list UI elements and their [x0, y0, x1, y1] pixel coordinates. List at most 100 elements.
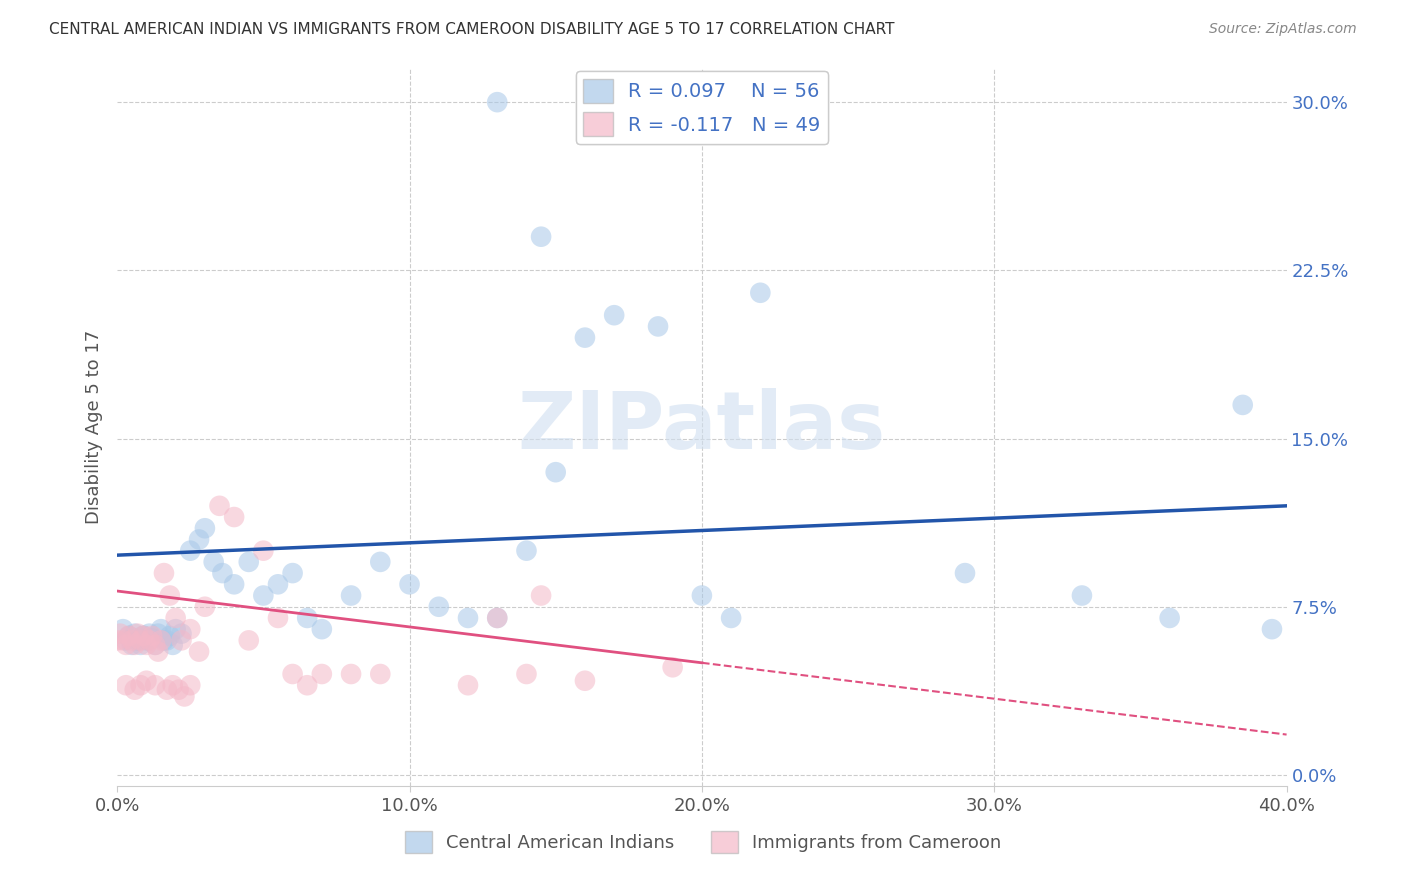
Point [720, 611, 742, 625]
Point [427, 599, 450, 614]
Point [1159, 611, 1181, 625]
Point [132, 629, 155, 643]
Point [194, 521, 217, 535]
Point [124, 682, 146, 697]
Point [749, 285, 772, 300]
Y-axis label: Disability Age 5 to 17: Disability Age 5 to 17 [86, 330, 103, 524]
Text: CENTRAL AMERICAN INDIAN VS IMMIGRANTS FROM CAMEROON DISABILITY AGE 5 TO 17 CORRE: CENTRAL AMERICAN INDIAN VS IMMIGRANTS FR… [49, 22, 894, 37]
Point [115, 678, 138, 692]
Point [162, 638, 184, 652]
Point [129, 638, 152, 652]
Point [211, 566, 233, 580]
Point [132, 629, 155, 643]
Point [188, 644, 211, 658]
Point [603, 308, 626, 322]
Point [115, 638, 138, 652]
Point [167, 682, 190, 697]
Point [153, 566, 176, 580]
Point [647, 319, 669, 334]
Point [129, 633, 152, 648]
Point [297, 611, 319, 625]
Point [153, 633, 176, 648]
Point [515, 543, 537, 558]
Point [574, 331, 596, 345]
Point [530, 589, 553, 603]
Point [156, 633, 179, 648]
Point [141, 631, 163, 645]
Point [146, 626, 169, 640]
Point [162, 678, 184, 692]
Point [179, 622, 201, 636]
Point [127, 626, 149, 640]
Point [224, 510, 246, 524]
Point [159, 629, 181, 643]
Point [457, 678, 479, 692]
Point [252, 543, 274, 558]
Point [188, 533, 211, 547]
Point [115, 633, 138, 648]
Point [281, 566, 304, 580]
Point [159, 589, 181, 603]
Point [530, 229, 553, 244]
Point [297, 678, 319, 692]
Point [574, 673, 596, 688]
Point [141, 629, 163, 643]
Point [121, 633, 143, 648]
Point [135, 633, 157, 648]
Point [150, 633, 173, 648]
Point [208, 499, 231, 513]
Point [953, 566, 976, 580]
Point [267, 577, 290, 591]
Point [170, 626, 193, 640]
Point [143, 638, 166, 652]
Point [1232, 398, 1254, 412]
Point [311, 667, 333, 681]
Legend: Central American Indians, Immigrants from Cameroon: Central American Indians, Immigrants fro… [398, 824, 1008, 861]
Point [165, 622, 187, 636]
Point [202, 555, 225, 569]
Point [238, 633, 260, 648]
Point [457, 611, 479, 625]
Point [1261, 622, 1284, 636]
Point [179, 678, 201, 692]
Point [112, 633, 135, 648]
Text: Source: ZipAtlas.com: Source: ZipAtlas.com [1209, 22, 1357, 37]
Point [118, 629, 141, 643]
Point [486, 95, 509, 110]
Point [224, 577, 246, 591]
Text: ZIPatlas: ZIPatlas [517, 388, 886, 467]
Point [124, 626, 146, 640]
Point [143, 678, 166, 692]
Point [129, 678, 152, 692]
Point [173, 690, 195, 704]
Point [121, 638, 143, 652]
Point [311, 622, 333, 636]
Point [127, 633, 149, 648]
Point [238, 555, 260, 569]
Point [165, 611, 187, 625]
Point [368, 555, 391, 569]
Point [146, 644, 169, 658]
Point [486, 611, 509, 625]
Point [138, 626, 160, 640]
Point [252, 589, 274, 603]
Legend: R = 0.097    N = 56, R = -0.117   N = 49: R = 0.097 N = 56, R = -0.117 N = 49 [575, 71, 828, 144]
Point [267, 611, 290, 625]
Point [150, 622, 173, 636]
Point [118, 629, 141, 643]
Point [515, 667, 537, 681]
Point [398, 577, 420, 591]
Point [108, 626, 131, 640]
Point [661, 660, 683, 674]
Point [143, 638, 166, 652]
Point [368, 667, 391, 681]
Point [156, 682, 179, 697]
Point [486, 611, 509, 625]
Point [105, 633, 128, 648]
Point [690, 589, 713, 603]
Point [138, 633, 160, 648]
Point [1071, 589, 1094, 603]
Point [132, 629, 155, 643]
Point [179, 543, 201, 558]
Point [340, 667, 363, 681]
